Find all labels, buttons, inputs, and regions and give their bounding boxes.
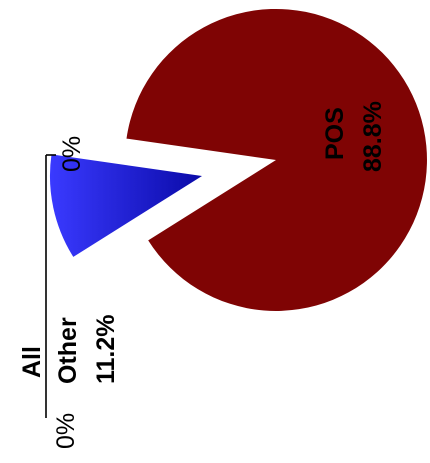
slice-other-value: 11.2% (92, 314, 120, 384)
scale-start-label: 0% (52, 413, 80, 449)
pos-label-group: POS (321, 107, 349, 160)
slice-other-label: Other (54, 317, 82, 384)
scale-end-label: 0% (58, 136, 86, 172)
chart-title: All (18, 346, 46, 378)
slice-pos-label: POS (321, 107, 349, 160)
other-label-group: Other (54, 317, 82, 384)
slice-pos (126, 8, 427, 311)
chart-title-group: All (18, 154, 56, 418)
other-value-group: 11.2% (92, 314, 120, 384)
slice-pos-value: 88.8% (359, 101, 387, 172)
scale-end-group: 0% (58, 136, 86, 172)
slice-other (49, 154, 202, 257)
scale-start-group: 0% (52, 413, 80, 449)
pos-value-group: 88.8% (359, 101, 387, 172)
